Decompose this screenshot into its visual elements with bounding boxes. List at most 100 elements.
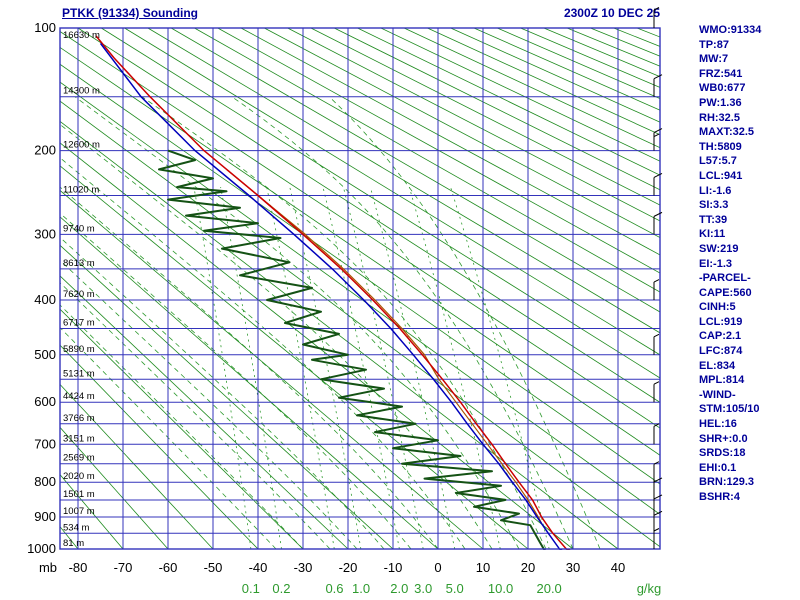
svg-text:6717 m: 6717 m [63,317,95,328]
stat-line: EI:-1.3 [699,257,733,270]
svg-text:-20: -20 [339,560,358,575]
svg-text:10.0: 10.0 [488,581,513,596]
svg-text:-30: -30 [294,560,313,575]
svg-text:8613 m: 8613 m [63,258,95,269]
svg-text:0.1: 0.1 [242,581,260,596]
svg-text:40: 40 [611,560,625,575]
altitude-labels: 16630 m 14300 m 12600 m 11020 m 9740 m 8613 m… [63,30,100,549]
pressure-axis-labels: 100 200 300 400 500 600 700 800 900 1000 [27,20,56,556]
svg-text:2020 m: 2020 m [63,471,95,482]
stat-line: RH:32.5 [699,111,740,124]
wind-barbs [653,7,663,549]
stat-line: MAXT:32.5 [699,126,755,139]
stat-line: TH:5809 [699,140,742,153]
stat-line: FRZ:541 [699,67,743,80]
svg-text:2.0: 2.0 [390,581,408,596]
temperature-axis-labels: mb -80 -70 -60 -50 -40 -30 -20 -10 0 10 20 30 40 [39,560,625,575]
svg-text:7620 m: 7620 m [63,289,95,300]
svg-text:900: 900 [34,509,56,524]
svg-text:1.0: 1.0 [352,581,370,596]
stat-line: SI:3.3 [699,199,729,212]
stat-line: WB0:677 [699,82,746,95]
sounding-title: PTKK (91334) Sounding [62,6,199,20]
dry-adiabats [60,27,660,550]
svg-text:1007 m: 1007 m [63,506,95,517]
svg-text:81 m: 81 m [63,538,84,549]
stat-line: MW:7 [699,53,729,66]
stat-line: KI:11 [699,228,726,241]
stat-line: L57:5.7 [699,155,737,168]
svg-text:800: 800 [34,474,56,489]
svg-text:-50: -50 [204,560,223,575]
svg-text:20.0: 20.0 [536,581,561,596]
stat-line: LFC:874 [699,345,743,358]
svg-text:5131 m: 5131 m [63,368,95,379]
sounding-datetime: 2300Z 10 DEC 25 [563,6,660,20]
svg-text:10: 10 [476,560,490,575]
svg-text:20: 20 [521,560,535,575]
svg-text:-10: -10 [384,560,403,575]
mixing-ratio-axis-labels: 0.1 0.2 0.6 1.0 2.0 3.0 5.0 10.0 20.0 g/kg [242,581,662,596]
svg-text:0: 0 [434,560,441,575]
secondary-trace [99,42,563,550]
svg-text:-60: -60 [159,560,178,575]
dewpoint-trace [158,149,546,550]
stat-line: WMO:91334 [699,24,762,36]
stat-line: CAP:2.1 [699,330,742,343]
svg-text:400: 400 [34,292,56,307]
svg-text:534 m: 534 m [63,522,89,533]
stat-line: EHI:0.1 [699,461,737,474]
isotherm-lines [77,28,619,549]
svg-text:100: 100 [34,20,56,35]
stat-line: -PARCEL- [699,272,751,285]
svg-text:30: 30 [566,560,580,575]
parcel-trace [226,168,543,524]
svg-text:1501 m: 1501 m [63,489,95,500]
svg-text:11020 m: 11020 m [63,184,99,195]
svg-text:-70: -70 [114,560,133,575]
stats-panel: WMO:91334 TP:87 MW:7 FRZ:541 WB0:677 PW:1.36 R… [699,23,761,505]
stat-line: BSHR:4 [699,491,740,503]
stat-line: STM:105/10 [699,403,760,416]
stat-line: MPL:814 [699,374,745,387]
svg-text:2569 m: 2569 m [63,453,95,464]
stat-line: LCL:941 [699,169,743,182]
svg-text:5890 m: 5890 m [63,344,95,355]
svg-text:-80: -80 [69,560,88,575]
stat-line: BRN:129.3 [699,476,755,489]
svg-text:9740 m: 9740 m [63,223,95,234]
stat-line: HEL:16 [699,418,737,431]
svg-text:0.6: 0.6 [325,581,343,596]
svg-text:0.2: 0.2 [272,581,290,596]
mixing-ratio-lines [193,186,550,550]
svg-text:mb: mb [39,560,57,575]
temperature-trace [95,35,571,550]
svg-text:14300 m: 14300 m [63,86,100,97]
svg-text:3151 m: 3151 m [63,433,95,444]
svg-text:16630 m: 16630 m [63,30,100,41]
stat-line: TT:39 [699,213,728,226]
svg-text:g/kg: g/kg [637,581,662,596]
stat-line: -WIND- [699,388,736,401]
stat-line: EL:834 [699,359,736,372]
svg-text:500: 500 [34,347,56,362]
stat-line: TP:87 [699,38,729,51]
stat-line: CAPE:560 [699,286,752,299]
svg-text:700: 700 [34,436,56,451]
svg-text:3766 m: 3766 m [63,413,95,424]
svg-text:-40: -40 [249,560,268,575]
svg-text:12600 m: 12600 m [63,140,100,151]
stat-line: CINH:5 [699,301,736,314]
svg-text:200: 200 [34,143,56,158]
stat-line: LCL:919 [699,315,743,328]
stat-line: SRDS:18 [699,447,746,460]
svg-text:4424 m: 4424 m [63,391,95,402]
stat-line: SHR+:0.0 [699,432,748,445]
stat-line: LI:-1.6 [699,184,732,197]
svg-text:600: 600 [34,394,56,409]
stat-line: PW:1.36 [699,96,742,109]
svg-text:1000: 1000 [27,541,56,556]
svg-text:5.0: 5.0 [446,581,464,596]
stat-line: SW:219 [699,242,739,255]
